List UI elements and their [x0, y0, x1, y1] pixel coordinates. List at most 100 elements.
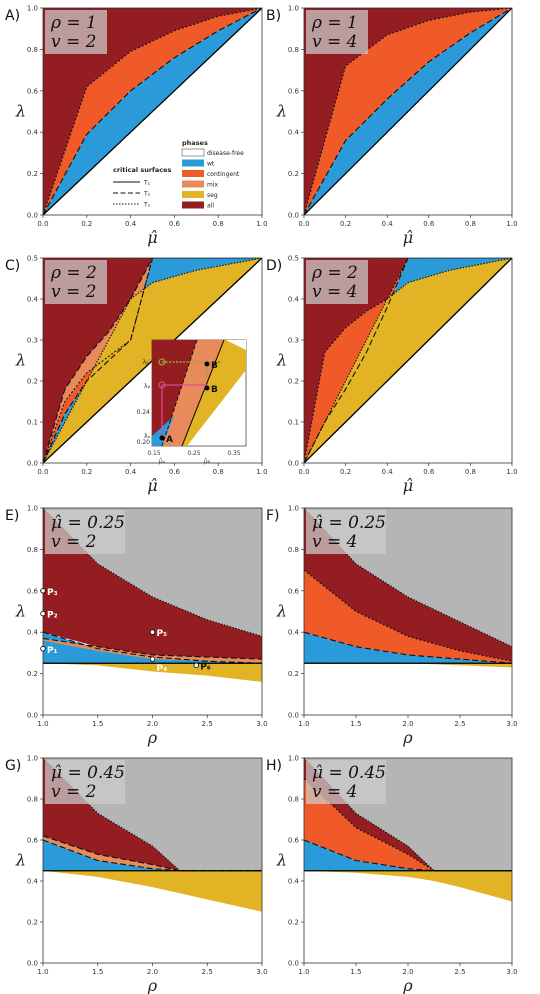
- panel-label: H): [266, 758, 282, 774]
- axes-frame: [42, 257, 263, 464]
- parameter-text: v = 2: [51, 532, 96, 552]
- region-all: [43, 8, 262, 215]
- legend-swatch: [182, 191, 204, 198]
- y-tick-label: 0.2: [288, 378, 299, 386]
- region-wt: [43, 632, 262, 664]
- inset-point: [204, 385, 210, 391]
- boundary-mix: [43, 835, 262, 872]
- inset-green-path: [162, 361, 208, 380]
- parameter-text: v = 2: [51, 32, 96, 52]
- x-tick-label: 1.0: [256, 468, 267, 476]
- region-contingent: [43, 8, 262, 215]
- marker-point: [40, 588, 46, 594]
- x-tick-label: 0.0: [37, 220, 48, 228]
- x-tick-label: 0.4: [125, 220, 137, 228]
- axes-frame: [303, 257, 513, 464]
- region-all: [43, 758, 262, 871]
- y-tick-label: 0.8: [288, 546, 299, 554]
- x-tick-label: 1.5: [92, 720, 103, 728]
- boundary-contingent: [304, 569, 512, 662]
- y-tick-label: 0.2: [288, 170, 299, 178]
- parameter-box: [306, 760, 386, 804]
- panel-label: G): [5, 758, 21, 774]
- x-axis-label: ρ: [147, 728, 158, 747]
- parameter-text: v = 4: [312, 782, 357, 802]
- boundary-wt: [43, 839, 262, 872]
- inset-y-tick-label: 0.20: [137, 439, 151, 446]
- inset-x-tick-label: 0.35: [227, 450, 241, 457]
- y-tick-label: 0.5: [288, 255, 299, 263]
- x-tick-label: 1.0: [298, 968, 309, 976]
- y-tick-label: 0.4: [288, 878, 300, 886]
- x-tick-label: 0.8: [213, 220, 224, 228]
- boundary-contingent: [304, 8, 512, 215]
- panel-f: 1.0 1.5 2.0 2.5 3.0 0.0 0.2 0.4 0.6 0.8 1.0 ρ λ F) μ̂ …: [266, 505, 518, 748]
- y-tick-label: 0.2: [288, 919, 299, 927]
- inset-open-marker: [158, 381, 166, 389]
- legend-swatch: [181, 148, 205, 157]
- x-tick-label: 0.4: [125, 468, 137, 476]
- panel-label: E): [5, 508, 19, 524]
- region-contingent: [304, 570, 512, 664]
- x-tick-label: 1.5: [92, 968, 103, 976]
- y-tick-label: 0.4: [27, 629, 39, 637]
- boundary-contingent: [43, 8, 262, 215]
- legend-phase-label: wt: [207, 161, 215, 168]
- plot-area: [43, 8, 262, 215]
- point-label: P₁: [47, 646, 58, 656]
- x-axis-label: μ̂: [403, 228, 413, 247]
- y-tick-label: 0.8: [27, 546, 38, 554]
- parameter-box: [45, 10, 107, 54]
- legend: phases disease-free wt contingent mix seg all c…: [113, 139, 244, 210]
- region-contingent: [304, 258, 512, 463]
- x-tick-label: 0.2: [340, 220, 351, 228]
- parameter-box: [306, 510, 386, 554]
- region-mix: [43, 835, 262, 871]
- region-wt: [304, 632, 512, 664]
- legend-swatch: [182, 159, 204, 167]
- boundary-wt: [304, 631, 512, 664]
- x-tick-label: 1.5: [350, 720, 361, 728]
- x-tick-label: 1.5: [350, 968, 361, 976]
- y-tick-label: 0.3: [27, 337, 38, 345]
- y-tick-label: 0.0: [288, 712, 299, 720]
- x-tick-label: 2.5: [202, 968, 213, 976]
- legend-phase-label: disease-free: [207, 150, 244, 157]
- panel-g: 1.0 1.5 2.0 2.5 3.0 0.0 0.2 0.4 0.6 0.8 1.0 ρ λ G) μ̂ …: [5, 755, 268, 994]
- y-tick-label: 0.6: [27, 587, 39, 595]
- inset-point-label: B′: [211, 361, 221, 371]
- y-tick-label: 0.4: [288, 296, 300, 304]
- y-tick-label: 0.4: [27, 296, 39, 304]
- legend-surface-label: T₂: [143, 191, 151, 198]
- x-tick-label: 0.6: [423, 468, 435, 476]
- region-contingent: [304, 8, 512, 215]
- x-tick-label: 0.0: [37, 468, 48, 476]
- inset-t1-line: [181, 339, 225, 447]
- inset-tick-mark: μ̂ᵦ: [204, 458, 211, 465]
- marker-point: [149, 656, 156, 662]
- y-tick-label: 0.8: [288, 796, 299, 804]
- panel-label: C): [5, 258, 20, 274]
- y-tick-label: 0.8: [27, 796, 38, 804]
- x-tick-label: 0.2: [81, 468, 92, 476]
- y-tick-label: 0.6: [288, 587, 300, 595]
- y-tick-label: 0.4: [288, 129, 300, 137]
- y-tick-label: 0.4: [288, 629, 300, 637]
- x-tick-label: 2.5: [454, 720, 465, 728]
- marker-point: [40, 646, 46, 652]
- y-tick-label: 0.1: [27, 419, 38, 427]
- boundary-mix: [43, 637, 262, 660]
- boundary-contingent: [304, 778, 512, 872]
- y-axis-label: λ: [276, 602, 287, 621]
- region-all: [43, 508, 262, 660]
- y-tick-label: 0.8: [288, 46, 299, 54]
- panel-label: A): [5, 8, 20, 24]
- inset-point: [204, 361, 210, 367]
- inset-point-label: A: [166, 435, 173, 445]
- y-axis-label: λ: [276, 851, 287, 870]
- y-tick-label: 1.0: [27, 5, 38, 13]
- parameter-text: μ̂ = 0.25: [312, 513, 386, 533]
- y-axis-label: λ: [276, 102, 287, 121]
- marker-point: [193, 662, 199, 669]
- y-tick-label: 0.0: [27, 460, 38, 468]
